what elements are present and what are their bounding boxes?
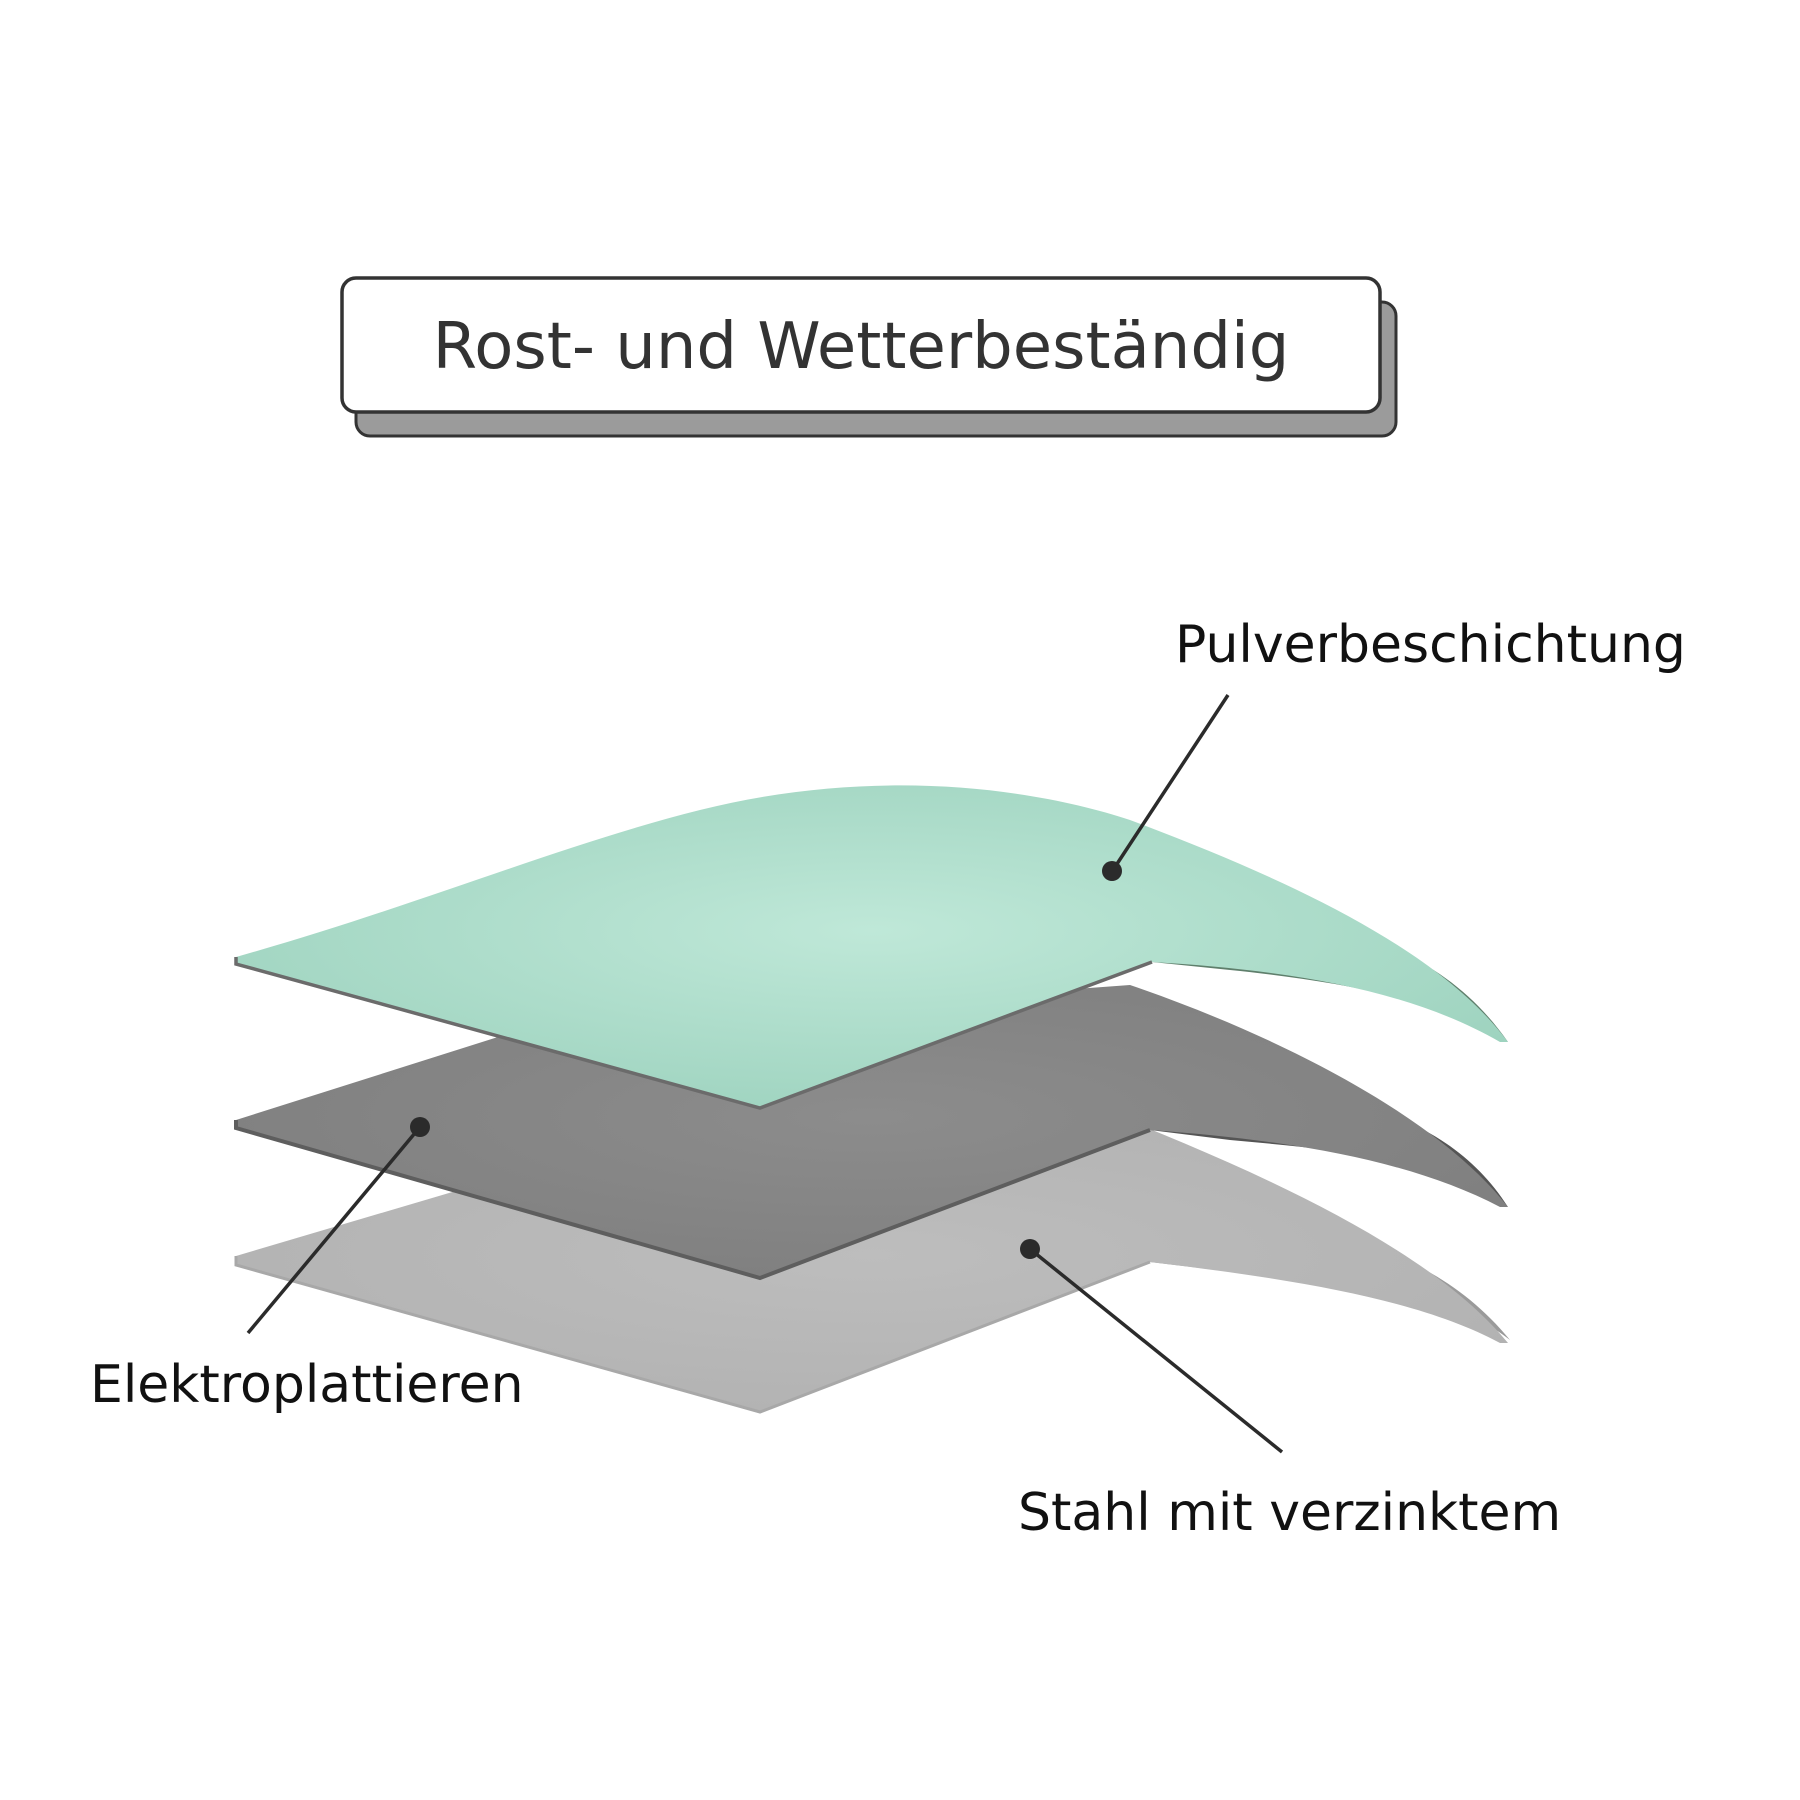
layer-electro-surface	[236, 985, 1508, 1278]
dot-steel	[1020, 1239, 1040, 1259]
label-steel: Stahl mit verzinktem	[1018, 1483, 1561, 1543]
layer-powder	[234, 785, 1508, 1110]
layer-electro-edge	[234, 1120, 1151, 1281]
label-powder: Pulverbeschichtung	[1175, 615, 1686, 675]
layer-steel-edge	[234, 1256, 1151, 1414]
leader-line-electro	[246, 1125, 422, 1335]
title-box	[340, 276, 1382, 414]
leader-line-steel	[1028, 1247, 1284, 1454]
callout-electro: Elektroplattieren	[90, 1117, 524, 1415]
page-title: Rost- und Wetterbeständig	[433, 310, 1290, 384]
label-electro: Elektroplattieren	[90, 1355, 524, 1415]
dot-electro	[410, 1117, 430, 1137]
title-banner: Rost- und Wetterbeständig	[340, 276, 1398, 438]
leader-line-powder	[1111, 694, 1230, 871]
callout-powder: Pulverbeschichtung	[1102, 615, 1686, 881]
layer-powder-edge	[234, 957, 1153, 1110]
layer-powder-surface	[236, 785, 1508, 1108]
dot-powder	[1102, 861, 1122, 881]
callout-steel: Stahl mit verzinktem	[1018, 1239, 1561, 1543]
layer-electro	[234, 985, 1508, 1281]
